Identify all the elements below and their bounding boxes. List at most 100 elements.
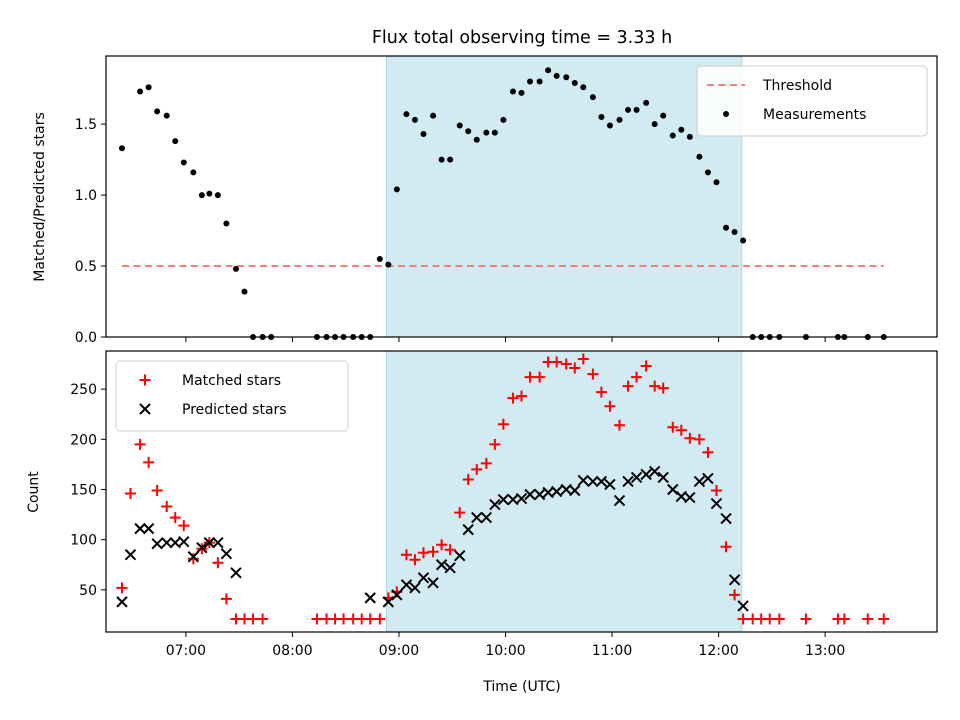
data-point xyxy=(417,572,430,584)
matched-stars-series xyxy=(116,353,890,625)
data-point xyxy=(518,89,525,96)
legend-label: Threshold xyxy=(762,78,832,94)
data-point xyxy=(657,382,669,394)
legend-marker-swatch xyxy=(139,374,151,386)
data-point xyxy=(545,67,552,74)
data-point xyxy=(509,88,516,95)
x-axis-label: Time (UTC) xyxy=(482,679,560,695)
data-point xyxy=(154,108,161,115)
data-point xyxy=(649,380,661,392)
data-point xyxy=(497,418,509,430)
data-point xyxy=(651,121,658,128)
data-point xyxy=(524,488,536,501)
top-panel: 0.0 0.5 1.0 1.5 Threshold Measurements xyxy=(75,55,938,346)
data-point xyxy=(409,582,421,594)
data-point xyxy=(563,74,570,81)
data-point xyxy=(622,475,634,488)
data-point xyxy=(606,122,613,129)
data-point xyxy=(465,128,472,135)
data-point xyxy=(686,133,693,140)
data-point xyxy=(657,471,669,484)
top-y-tick-label: 0.0 xyxy=(75,330,97,346)
data-point xyxy=(178,520,190,532)
data-point xyxy=(438,156,445,163)
data-point xyxy=(595,475,608,488)
data-point xyxy=(595,386,607,398)
data-point xyxy=(143,456,155,468)
data-point xyxy=(427,546,439,558)
data-point xyxy=(713,179,720,186)
data-point xyxy=(214,192,221,199)
data-point xyxy=(411,116,418,123)
data-point xyxy=(393,186,400,193)
data-point xyxy=(669,132,676,139)
data-point xyxy=(577,474,589,487)
legend-box xyxy=(115,360,349,432)
x-tick-label: 12:00 xyxy=(698,643,738,659)
data-point xyxy=(773,613,785,625)
data-point xyxy=(710,484,722,496)
data-point xyxy=(206,190,213,197)
data-point xyxy=(124,549,137,561)
data-point xyxy=(491,129,498,136)
data-point xyxy=(187,551,200,563)
data-point xyxy=(729,589,741,601)
data-point xyxy=(435,559,448,571)
data-point xyxy=(483,129,490,136)
data-point xyxy=(527,78,534,85)
data-point xyxy=(125,488,137,500)
data-point xyxy=(430,112,437,119)
data-point xyxy=(614,419,626,431)
bottom-y-tick-label: 150 xyxy=(70,482,97,498)
data-point xyxy=(569,484,581,497)
data-point xyxy=(720,541,732,553)
data-point xyxy=(878,613,890,625)
data-point xyxy=(480,511,493,524)
data-point xyxy=(571,79,578,86)
data-point xyxy=(417,547,429,559)
data-point xyxy=(420,131,427,138)
data-point xyxy=(800,613,812,625)
data-point xyxy=(710,497,723,510)
top-legend: Threshold Measurements xyxy=(696,65,928,137)
data-point xyxy=(172,138,179,145)
data-point xyxy=(667,421,679,433)
data-point xyxy=(447,156,454,163)
data-point xyxy=(403,111,410,118)
data-point xyxy=(364,592,376,604)
data-point xyxy=(737,613,749,625)
data-point xyxy=(220,593,232,605)
data-point xyxy=(462,473,474,485)
data-point xyxy=(257,613,269,625)
x-tick-label: 09:00 xyxy=(379,643,419,659)
data-point xyxy=(684,491,696,504)
data-point xyxy=(764,613,776,625)
data-point xyxy=(436,539,448,551)
data-point xyxy=(212,557,224,569)
data-point xyxy=(116,596,128,608)
data-point xyxy=(675,424,687,436)
data-point xyxy=(500,116,507,123)
bottom-y-axis-label: Count xyxy=(26,471,42,513)
data-point xyxy=(198,192,205,199)
data-point xyxy=(516,390,527,402)
data-point xyxy=(364,613,376,625)
legend-label: Matched stars xyxy=(182,373,281,389)
data-point xyxy=(524,371,536,383)
data-point xyxy=(247,613,259,625)
data-point xyxy=(169,512,181,524)
data-point xyxy=(660,112,667,119)
data-point xyxy=(190,169,197,176)
data-point xyxy=(740,237,747,244)
data-point xyxy=(161,536,173,549)
bottom-y-tick-label: 50 xyxy=(79,583,97,599)
data-point xyxy=(400,579,413,591)
data-point xyxy=(625,106,632,113)
x-tick-label: 08:00 xyxy=(272,643,312,659)
legend-marker-swatch xyxy=(723,111,729,117)
chart-title: Flux total observing time = 3.33 h xyxy=(372,28,672,48)
data-point xyxy=(489,498,501,511)
data-point xyxy=(598,114,605,121)
data-point xyxy=(180,159,187,166)
